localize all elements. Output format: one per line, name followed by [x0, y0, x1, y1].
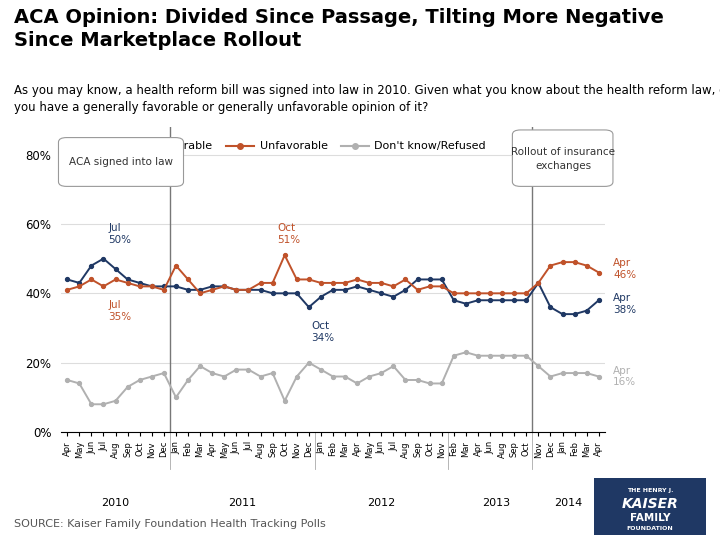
Text: Apr
46%: Apr 46%	[613, 258, 636, 280]
Text: Oct
34%: Oct 34%	[311, 321, 334, 343]
Text: FOUNDATION: FOUNDATION	[626, 526, 673, 531]
Text: 2010: 2010	[102, 498, 130, 508]
FancyBboxPatch shape	[513, 130, 613, 186]
FancyBboxPatch shape	[58, 138, 184, 186]
Text: 2014: 2014	[554, 498, 582, 508]
Text: 2011: 2011	[228, 498, 256, 508]
Text: FAMILY: FAMILY	[629, 512, 670, 523]
Text: 2012: 2012	[367, 498, 395, 508]
Text: 2013: 2013	[482, 498, 510, 508]
Text: THE HENRY J.: THE HENRY J.	[626, 488, 673, 493]
Text: Apr
38%: Apr 38%	[613, 293, 636, 314]
Text: Jul
50%: Jul 50%	[108, 223, 131, 245]
Text: Jul
35%: Jul 35%	[108, 300, 132, 322]
Text: KAISER: KAISER	[621, 497, 678, 511]
Legend: Favorable, Unfavorable, Don't know/Refused: Favorable, Unfavorable, Don't know/Refus…	[121, 137, 490, 156]
Text: ACA Opinion: Divided Since Passage, Tilting More Negative
Since Marketplace Roll: ACA Opinion: Divided Since Passage, Tilt…	[14, 8, 665, 50]
Text: SOURCE: Kaiser Family Foundation Health Tracking Polls: SOURCE: Kaiser Family Foundation Health …	[14, 519, 326, 529]
Text: As you may know, a health reform bill was signed into law in 2010. Given what yo: As you may know, a health reform bill wa…	[14, 84, 720, 114]
Text: ACA signed into law: ACA signed into law	[69, 157, 173, 167]
Text: Oct
51%: Oct 51%	[277, 223, 300, 245]
Text: Apr
16%: Apr 16%	[613, 366, 636, 387]
Text: Rollout of insurance
exchanges: Rollout of insurance exchanges	[511, 147, 615, 171]
